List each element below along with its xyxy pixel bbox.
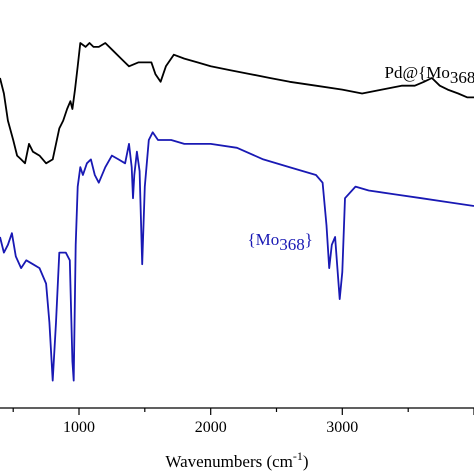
series-label-close: } bbox=[305, 230, 313, 249]
series-layer bbox=[0, 42, 474, 382]
series-label-main: {Mo bbox=[248, 230, 280, 249]
x-axis-title: Wavenumbers (cm-1) bbox=[165, 449, 308, 471]
series-line-2 bbox=[0, 131, 474, 382]
series-label-main: Pd@{Mo bbox=[385, 63, 450, 82]
series-label-subscript: 368 bbox=[450, 68, 474, 87]
x-ticks: 1000 2000 3000 bbox=[12, 408, 474, 436]
series-label-layer: Pd@{Mo368}{Mo368} bbox=[248, 63, 474, 254]
series-label-1: Pd@{Mo368} bbox=[385, 63, 474, 87]
x-tick-label: 2000 bbox=[195, 419, 227, 436]
x-tick-label: 1000 bbox=[63, 419, 95, 436]
series-line-1 bbox=[0, 42, 474, 165]
x-axis-title-close: ) bbox=[303, 452, 309, 471]
series-label-2: {Mo368} bbox=[248, 230, 313, 254]
x-axis-title-superscript: -1 bbox=[293, 449, 303, 463]
plot-area: Pd@{Mo368}{Mo368} bbox=[0, 42, 474, 382]
x-axis-title-main: Wavenumbers (cm bbox=[165, 452, 293, 471]
series-label-subscript: 368 bbox=[279, 235, 305, 254]
x-tick-label: 3000 bbox=[326, 419, 358, 436]
